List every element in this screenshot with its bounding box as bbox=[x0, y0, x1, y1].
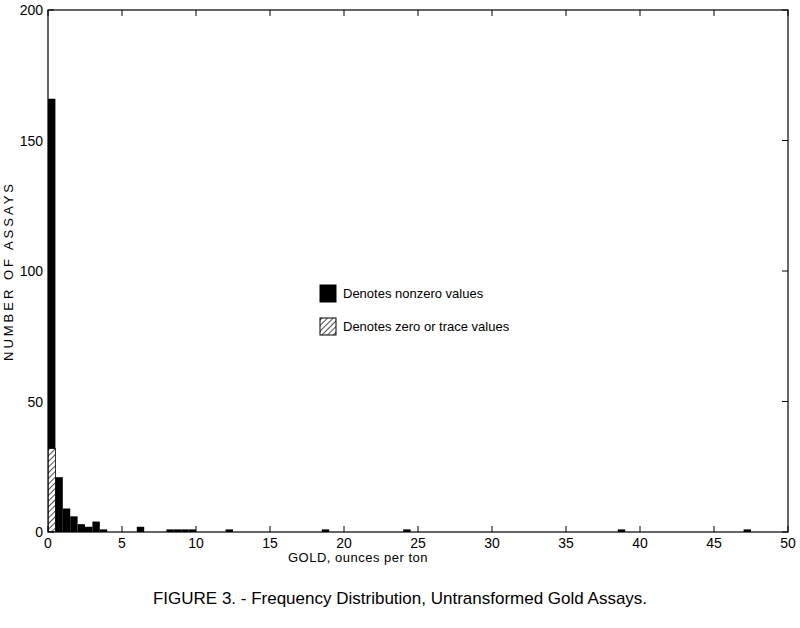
x-tick-label: 0 bbox=[44, 535, 52, 551]
x-axis-label: GOLD, ounces per ton bbox=[288, 550, 428, 565]
legend-label: Denotes nonzero values bbox=[343, 286, 484, 301]
y-tick-right bbox=[782, 10, 788, 11]
x-tick-top bbox=[418, 10, 419, 16]
x-tick-top bbox=[344, 10, 345, 16]
y-axis-label: NUMBER OF ASSAYS bbox=[1, 181, 16, 361]
y-tick bbox=[48, 401, 54, 402]
x-tick-top bbox=[122, 10, 123, 16]
y-tick bbox=[48, 532, 54, 533]
y-tick-label: 50 bbox=[27, 394, 43, 410]
y-tick-label: 0 bbox=[35, 524, 43, 540]
y-tick-label: 200 bbox=[20, 2, 44, 18]
legend-swatch bbox=[320, 285, 336, 302]
x-tick-top bbox=[788, 10, 789, 16]
y-tick-label: 150 bbox=[20, 133, 44, 149]
x-tick-label: 40 bbox=[632, 535, 648, 551]
y-tick-right bbox=[782, 140, 788, 141]
x-tick-label: 35 bbox=[558, 535, 574, 551]
chart-svg: 0 50 100 150 200 0 5 10 15 20 25 30 35 40 45 50 GOLD, ou… bbox=[0, 0, 800, 628]
x-tick-top bbox=[196, 10, 197, 16]
x-tick-label: 15 bbox=[262, 535, 278, 551]
chart-container: 0 50 100 150 200 0 5 10 15 20 25 30 35 40 45 50 GOLD, ou… bbox=[0, 0, 800, 628]
legend-swatch bbox=[320, 318, 336, 335]
x-tick-label: 5 bbox=[118, 535, 126, 551]
x-tick-top bbox=[48, 10, 49, 16]
plot-frame bbox=[48, 10, 788, 532]
x-tick bbox=[714, 526, 715, 532]
histogram-bar bbox=[70, 516, 77, 532]
x-tick bbox=[418, 526, 419, 532]
bars bbox=[48, 99, 751, 532]
x-tick bbox=[492, 526, 493, 532]
x-tick-top bbox=[714, 10, 715, 16]
histogram-bar bbox=[55, 477, 62, 532]
y-tick bbox=[48, 140, 54, 141]
histogram-bar bbox=[85, 527, 92, 532]
x-tick-label: 20 bbox=[336, 535, 352, 551]
y-tick bbox=[48, 10, 54, 11]
x-tick-label: 30 bbox=[484, 535, 500, 551]
x-tick-label: 25 bbox=[410, 535, 426, 551]
x-tick-top bbox=[566, 10, 567, 16]
x-tick bbox=[566, 526, 567, 532]
histogram-bar bbox=[63, 509, 70, 532]
x-tick-label: 45 bbox=[706, 535, 722, 551]
x-tick bbox=[48, 526, 49, 532]
x-tick bbox=[196, 526, 197, 532]
x-tick bbox=[788, 526, 789, 532]
y-tick-right bbox=[782, 271, 788, 272]
x-tick-label: 50 bbox=[780, 535, 796, 551]
histogram-bar bbox=[92, 522, 99, 532]
histogram-bar bbox=[78, 524, 85, 532]
x-tick bbox=[344, 526, 345, 532]
x-tick bbox=[640, 526, 641, 532]
chart-title: FIGURE 3. - Frequency Distribution, Untr… bbox=[153, 589, 647, 608]
x-tick bbox=[122, 526, 123, 532]
y-tick bbox=[48, 271, 54, 272]
x-tick-top bbox=[270, 10, 271, 16]
legend: Denotes nonzero values Denotes zero or tr… bbox=[320, 285, 510, 335]
x-tick-label: 10 bbox=[188, 535, 204, 551]
histogram-bar bbox=[48, 99, 55, 449]
x-tick-top bbox=[492, 10, 493, 16]
histogram-bar bbox=[137, 527, 144, 532]
x-tick-top bbox=[640, 10, 641, 16]
y-tick-right bbox=[782, 532, 788, 533]
legend-label: Denotes zero or trace values bbox=[343, 319, 510, 334]
histogram-bar bbox=[48, 448, 55, 532]
x-tick bbox=[270, 526, 271, 532]
y-tick-right bbox=[782, 401, 788, 402]
y-tick-label: 100 bbox=[20, 263, 44, 279]
